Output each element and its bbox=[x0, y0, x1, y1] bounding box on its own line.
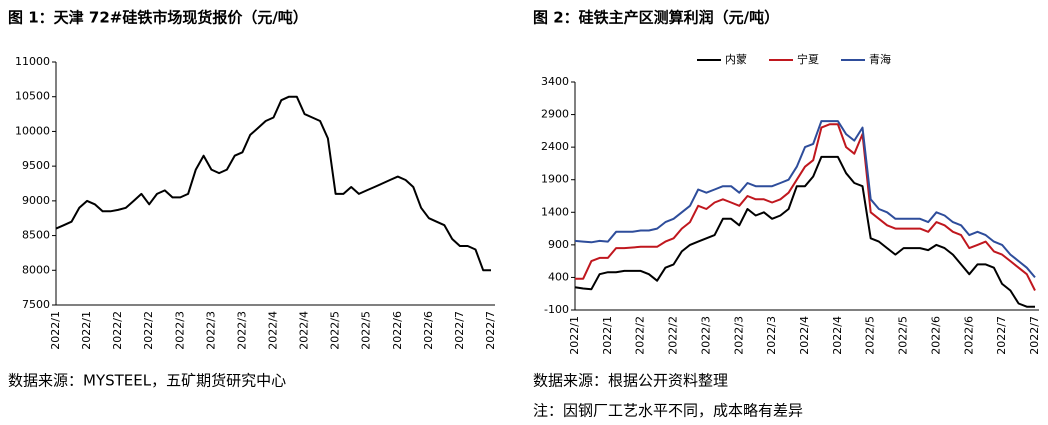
source: 数据来源：MYSTEEL，五矿期货研究中心 bbox=[8, 372, 286, 390]
legend-label: 青海 bbox=[869, 52, 891, 66]
y-tick-label: -100 bbox=[544, 303, 569, 316]
x-tick-label: 2022/3 bbox=[235, 311, 248, 350]
chart-title: 图 2：硅铁主产区测算利润（元/吨） bbox=[533, 9, 779, 27]
x-tick-label: 2022/6 bbox=[422, 311, 435, 350]
y-tick-label: 9000 bbox=[22, 194, 50, 207]
note: 注：因钢厂工艺水平不同，成本略有差异 bbox=[533, 402, 803, 420]
x-tick-label: 2022/1 bbox=[568, 316, 581, 355]
x-tick-label: 2022/4 bbox=[267, 311, 280, 350]
y-tick-label: 2900 bbox=[541, 108, 569, 121]
y-tick-label: 8500 bbox=[22, 229, 50, 242]
x-tick-label: 2022/5 bbox=[864, 316, 877, 355]
line-series bbox=[575, 123, 1036, 291]
y-tick-label: 2400 bbox=[541, 140, 569, 153]
x-tick-label: 2022/2 bbox=[634, 316, 647, 355]
source: 数据来源：根据公开资料整理 bbox=[533, 372, 728, 390]
y-tick-label: 1900 bbox=[541, 173, 569, 186]
x-tick-label: 2022/6 bbox=[929, 316, 942, 355]
y-tick-label: 9500 bbox=[22, 159, 50, 172]
x-tick-label: 2022/7 bbox=[995, 316, 1008, 355]
y-tick-label: 10000 bbox=[15, 124, 50, 137]
x-tick-label: 2022/7 bbox=[453, 311, 466, 350]
x-tick-label: 2022/3 bbox=[699, 316, 712, 355]
y-tick-label: 11000 bbox=[15, 55, 50, 68]
x-tick-label: 2022/1 bbox=[80, 311, 93, 350]
y-tick-label: 7500 bbox=[22, 298, 50, 311]
x-tick-label: 2022/5 bbox=[360, 311, 373, 350]
x-tick-label: 2022/6 bbox=[391, 311, 404, 350]
x-tick-label: 2022/1 bbox=[601, 316, 614, 355]
x-tick-label: 2022/5 bbox=[329, 311, 342, 350]
y-tick-label: 1400 bbox=[541, 205, 569, 218]
x-tick-label: 2022/4 bbox=[831, 316, 844, 355]
x-tick-label: 2022/1 bbox=[49, 311, 62, 350]
y-tick-label: 400 bbox=[548, 270, 569, 283]
y-tick-label: 3400 bbox=[541, 75, 569, 88]
x-tick-label: 2022/4 bbox=[298, 311, 311, 350]
x-tick-label: 2022/3 bbox=[732, 316, 745, 355]
x-tick-label: 2022/7 bbox=[484, 311, 497, 350]
line-series bbox=[55, 95, 491, 272]
x-tick-label: 2022/7 bbox=[1028, 316, 1041, 355]
line-series bbox=[574, 155, 1035, 308]
x-tick-label: 2022/2 bbox=[667, 316, 680, 355]
legend-label: 宁夏 bbox=[797, 52, 819, 66]
line-series bbox=[574, 120, 1036, 279]
x-tick-label: 2022/5 bbox=[897, 316, 910, 355]
chart-title: 图 1：天津 72#硅铁市场现货报价（元/吨） bbox=[8, 9, 308, 27]
y-tick-label: 8000 bbox=[22, 263, 50, 276]
y-tick-label: 10500 bbox=[15, 90, 50, 103]
x-tick-label: 2022/3 bbox=[765, 316, 778, 355]
x-tick-label: 2022/6 bbox=[962, 316, 975, 355]
x-tick-label: 2022/2 bbox=[142, 311, 155, 350]
x-tick-label: 2022/3 bbox=[204, 311, 217, 350]
x-tick-label: 2022/2 bbox=[111, 311, 124, 350]
y-tick-label: 900 bbox=[548, 238, 569, 251]
x-tick-label: 2022/3 bbox=[173, 311, 186, 350]
x-tick-label: 2022/4 bbox=[798, 316, 811, 355]
legend-label: 内蒙 bbox=[725, 52, 747, 66]
